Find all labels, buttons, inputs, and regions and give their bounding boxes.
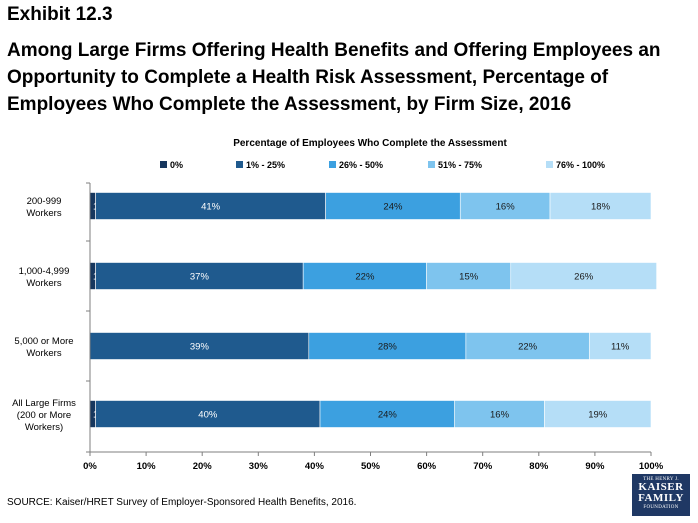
x-tick-label: 60% [417, 461, 437, 472]
x-tick-label: 40% [305, 461, 325, 472]
bar-segment [89, 332, 310, 360]
legend-label: 1% - 25% [246, 160, 285, 170]
x-tick-label: 50% [361, 461, 381, 472]
kff-logo: THE HENRY J. KAISER FAMILY FOUNDATION [632, 474, 690, 516]
legend-swatch [160, 161, 167, 168]
category-label: All Large Firms (200 or More Workers) [12, 398, 76, 433]
x-tick-label: 80% [529, 461, 549, 472]
data-label: 24% [378, 410, 398, 421]
bar-segment [325, 192, 461, 220]
bar-segment [308, 332, 467, 360]
bar-segment [465, 332, 590, 360]
category-label: 5,000 or More Workers [14, 336, 73, 359]
chart-main-title: Among Large Firms Offering Health Benefi… [7, 40, 661, 115]
x-tick-label: 30% [249, 461, 269, 472]
data-label: 18% [591, 202, 611, 213]
logo-line-3: FAMILY [638, 492, 684, 504]
data-label: 22% [355, 272, 375, 283]
x-tick-label: 10% [137, 461, 157, 472]
data-label: 22% [518, 342, 538, 353]
legend-label: 51% - 75% [438, 160, 482, 170]
legend-label: 0% [170, 160, 183, 170]
exhibit-number: Exhibit 12.3 [7, 4, 113, 25]
data-label: 11% [611, 342, 630, 353]
legend-label: 76% - 100% [556, 160, 605, 170]
legend-label: 26% - 50% [339, 160, 383, 170]
x-tick-label: 20% [193, 461, 213, 472]
logo-line-2: KAISER [638, 481, 684, 493]
x-tick-label: 70% [473, 461, 493, 472]
data-label: 16% [496, 202, 516, 213]
category-label: 1,000-4,999 Workers [19, 266, 70, 289]
data-label: 26% [574, 272, 594, 283]
data-label: 24% [383, 202, 403, 213]
bar-segment [459, 192, 551, 220]
bar-segment [95, 262, 304, 290]
data-label: 16% [490, 410, 510, 421]
bar-segment [95, 192, 326, 220]
source-note: SOURCE: Kaiser/HRET Survey of Employer-S… [7, 497, 357, 508]
data-label: 41% [201, 202, 221, 213]
x-tick-label: 90% [585, 461, 605, 472]
chart-title: Percentage of Employees Who Complete the… [233, 138, 507, 149]
legend-swatch [546, 161, 553, 168]
bar-segment [510, 262, 657, 290]
x-tick-label: 0% [83, 461, 97, 472]
logo-line-4: FOUNDATION [643, 505, 679, 510]
data-label: 40% [198, 410, 218, 421]
bar-segment [544, 400, 652, 428]
category-label: 200-999 Workers [26, 196, 61, 219]
data-label: 15% [459, 272, 479, 283]
bar-segment [426, 262, 512, 290]
bar-segment [302, 262, 427, 290]
data-label: 39% [190, 342, 210, 353]
x-tick-label: 100% [639, 461, 664, 472]
data-label: 37% [190, 272, 210, 283]
legend-swatch [329, 161, 336, 168]
logo-line-1: THE HENRY J. [643, 477, 679, 482]
legend-swatch [236, 161, 243, 168]
bar-segment [588, 332, 652, 360]
data-label: 19% [588, 410, 608, 421]
bar-segment [549, 192, 652, 220]
legend-swatch [428, 161, 435, 168]
data-label: 28% [378, 342, 398, 353]
